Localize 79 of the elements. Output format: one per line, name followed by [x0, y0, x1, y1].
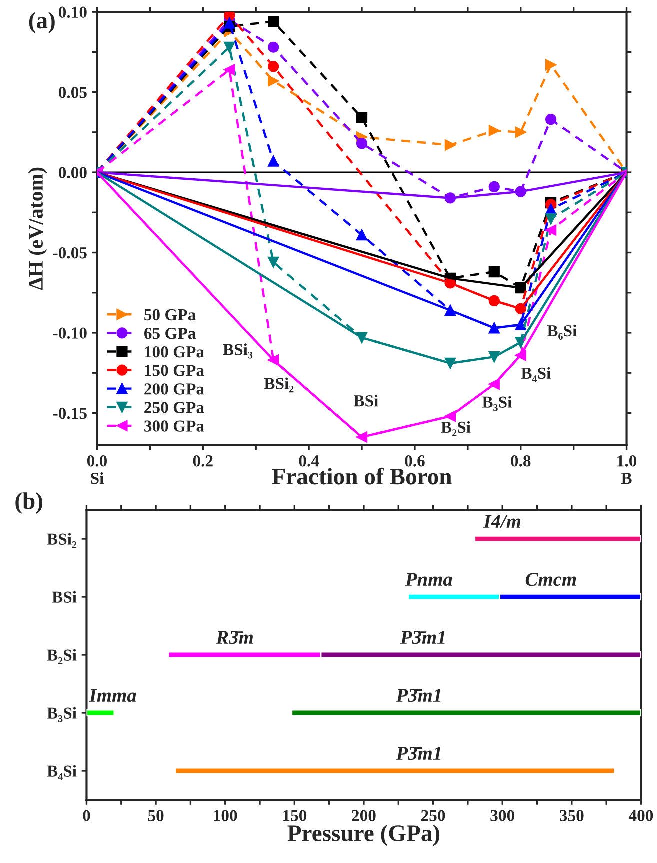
point: [224, 18, 236, 29]
annotation: Cmcm: [526, 573, 576, 586]
y-tick-label: B₄Si: [47, 765, 77, 780]
point: [224, 64, 236, 76]
x-tick-label: 150: [284, 810, 307, 822]
point: [268, 61, 280, 72]
x-tick-label: 350: [560, 810, 584, 822]
legend-label: 250 GPa: [144, 402, 204, 414]
point: [356, 112, 368, 124]
x-tick-label: 250: [421, 810, 446, 822]
x-tick-label: 200: [352, 810, 376, 822]
x-tick-label: 300: [490, 810, 514, 822]
bar: [86, 709, 116, 717]
annotation: I4/m: [484, 515, 521, 528]
point: [444, 140, 456, 151]
point: [268, 42, 280, 53]
x-tick-label: 0.0 Si: [87, 456, 108, 484]
y-tick-label: B₂Si: [47, 649, 77, 664]
point: [224, 42, 236, 53]
annotation: BSi₃: [223, 344, 253, 359]
y-tick-label: 0.05: [58, 87, 87, 98]
annotation: Pnma: [405, 573, 452, 586]
annotation: BSi: [354, 395, 378, 407]
chart-title: (a): [29, 12, 55, 34]
y-tick-label: B₃Si: [47, 707, 77, 722]
legend-label: 65 GPa: [144, 328, 196, 340]
y-tick-label: 0.10: [58, 6, 87, 18]
y-tick-label: BSi: [52, 591, 77, 603]
annotation: B₃Si: [482, 396, 512, 412]
annotation: R3̄m: [216, 631, 254, 644]
x-tick-label: 0.4: [299, 456, 320, 467]
point: [356, 230, 368, 241]
point: [268, 16, 280, 28]
annotation: P3̄m1: [396, 689, 441, 702]
y-tick-label: -0.05: [53, 247, 87, 259]
annotation: Imma: [89, 689, 136, 702]
x-tick-label: 1.0 B: [618, 456, 637, 484]
y-tick-label: -0.15: [53, 408, 87, 420]
point: [488, 266, 500, 278]
legend-label: 150 GPa: [145, 365, 204, 376]
x-tick-label: 400: [628, 810, 654, 822]
bar: [474, 535, 642, 543]
annotation: P3̄m1: [400, 631, 445, 644]
point: [268, 76, 280, 87]
annotation: B₂Si: [441, 421, 471, 436]
y-axis-title: ΔH (eV/atom): [28, 168, 48, 290]
annotation: BSi₂: [264, 378, 294, 393]
y-tick-label: -0.10: [53, 328, 87, 340]
x-axis-title: Fraction of Boron: [272, 468, 452, 485]
x-tick-label: 100: [214, 810, 238, 822]
x-tick-label: 0: [83, 810, 90, 822]
point: [546, 214, 557, 225]
bar: [291, 709, 642, 717]
legend-label: 50 GPa: [144, 309, 196, 321]
x-tick-label: 0.8: [511, 456, 531, 467]
legend-label: 200 GPa: [144, 384, 204, 395]
x-tick-label: 0.2: [193, 456, 213, 467]
y-tick-label: BSi₂: [47, 533, 77, 548]
point: [546, 224, 557, 236]
x-axis-title: Pressure (GPa): [288, 824, 440, 846]
chart-title: (b): [16, 492, 42, 514]
annotation: P3̄m1: [396, 747, 441, 760]
x-tick-label: 0.6: [405, 456, 425, 467]
bar: [174, 767, 616, 775]
point: [268, 156, 280, 167]
point: [546, 59, 557, 71]
legend-label: 300 GPa: [144, 420, 204, 432]
point: [224, 12, 236, 21]
point: [356, 138, 368, 150]
legend-label: 100 GPa: [145, 346, 204, 358]
y-tick-label: 0.00: [58, 167, 87, 179]
annotation: B₄Si: [521, 367, 551, 382]
point: [515, 126, 526, 138]
annotation: B₆Si: [547, 324, 577, 340]
point: [488, 181, 500, 193]
point: [546, 114, 557, 126]
x-tick-label: 50: [148, 810, 164, 822]
point: [268, 256, 280, 268]
point: [488, 125, 500, 136]
